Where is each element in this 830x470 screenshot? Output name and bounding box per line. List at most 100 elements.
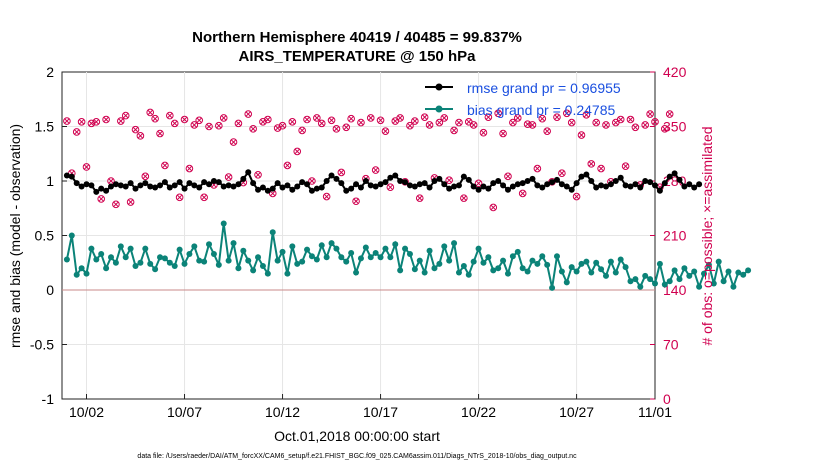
- rmse-point: [255, 186, 262, 193]
- rmse-point: [68, 173, 75, 180]
- assimilated-count-marker: [137, 133, 144, 139]
- bias-point: [637, 283, 644, 290]
- bias-point: [470, 258, 477, 265]
- assimilated-count-marker: [323, 193, 330, 200]
- assimilated-count-marker: [642, 122, 648, 128]
- x-tick-label: 11/01: [638, 404, 672, 420]
- assimilated-count-marker: [122, 112, 129, 119]
- bias-point: [441, 243, 448, 250]
- y-right-tick-label: 210: [663, 228, 687, 244]
- bias-point: [372, 249, 379, 256]
- rmse-point: [573, 180, 580, 187]
- assimilated-count-marker: [245, 111, 251, 117]
- possible-count-marker: [592, 118, 600, 127]
- x-tick-label: 10/12: [265, 404, 300, 420]
- assimilated-count-marker: [524, 121, 531, 127]
- rmse-point: [431, 178, 438, 184]
- rmse-point: [93, 188, 100, 195]
- bias-point: [691, 268, 698, 275]
- rmse-point: [235, 181, 242, 188]
- y-right-tick-label: 350: [663, 119, 687, 135]
- rmse-point: [328, 172, 335, 179]
- bias-point: [240, 247, 247, 254]
- rmse-point: [73, 180, 80, 187]
- rmse-point: [382, 179, 389, 186]
- rmse-point: [485, 185, 492, 192]
- assimilated-count-marker: [451, 127, 457, 134]
- rmse-point: [691, 184, 698, 191]
- y-tick-label: -0.5: [30, 337, 54, 353]
- assimilated-count-marker: [220, 115, 227, 121]
- bias-point: [103, 265, 110, 272]
- x-axis-label: Oct.01,2018 00:00:00 start: [274, 428, 440, 444]
- assimilated-count-marker: [539, 115, 546, 122]
- assimilated-count-marker: [64, 118, 70, 124]
- assimilated-count-marker: [93, 119, 100, 125]
- rmse-point: [132, 185, 139, 192]
- footer-data-file: data file: /Users/raeder/DAI/ATM_forcXX/…: [137, 453, 577, 460]
- assimilated-count-marker: [510, 119, 516, 126]
- rmse-point: [671, 170, 678, 177]
- bias-point: [740, 271, 747, 278]
- bias-point: [181, 260, 188, 267]
- possible-count-marker: [386, 183, 395, 192]
- rmse-point: [279, 184, 286, 191]
- assimilated-count-marker: [666, 111, 673, 117]
- rmse-point: [465, 176, 472, 183]
- rmse-point: [264, 187, 271, 194]
- rmse-point: [696, 181, 703, 188]
- assimilated-count-marker: [73, 129, 80, 135]
- rmse-point: [416, 181, 423, 188]
- bias-point: [323, 254, 330, 261]
- assimilated-count-marker: [588, 161, 595, 167]
- bias-point: [676, 276, 683, 283]
- rmse-point: [284, 182, 291, 189]
- bias-point: [122, 254, 129, 261]
- bias-point: [681, 265, 688, 272]
- assimilated-count-marker: [289, 119, 296, 125]
- bias-point: [68, 232, 75, 239]
- assimilated-count-marker: [627, 116, 634, 123]
- rmse-point: [666, 173, 673, 180]
- assimilated-count-marker: [515, 115, 521, 121]
- possible-count-marker: [170, 119, 179, 128]
- rmse-point: [367, 182, 374, 189]
- bias-point: [455, 269, 462, 276]
- bias-point: [357, 255, 364, 262]
- assimilated-count-marker: [142, 173, 149, 180]
- bias-point: [652, 280, 658, 287]
- bias-point: [83, 270, 90, 277]
- legend-rmse-marker: [435, 83, 443, 91]
- rmse-point: [455, 182, 462, 189]
- possible-count-marker: [425, 121, 434, 129]
- bias-point: [93, 256, 100, 263]
- rmse-point: [568, 186, 575, 193]
- possible-count-marker: [126, 198, 135, 206]
- bias-point: [661, 281, 668, 288]
- possible-count-marker: [156, 129, 164, 138]
- rmse-point: [230, 183, 237, 190]
- bias-point: [230, 240, 237, 247]
- y-right-tick-label: 0: [663, 391, 671, 407]
- assimilated-count-marker: [407, 122, 413, 129]
- assimilated-count-marker: [78, 119, 85, 125]
- rmse-point: [627, 183, 634, 190]
- bias-point: [73, 271, 80, 278]
- assimilated-count-marker: [318, 120, 325, 127]
- bias-point: [402, 245, 409, 252]
- possible-count-marker: [151, 114, 159, 123]
- bias-point: [299, 258, 306, 265]
- left-axis: -1 -0.5 0 0.5 1 1.5 2: [30, 64, 67, 407]
- rmse-point: [686, 181, 693, 188]
- bias-point: [500, 257, 507, 264]
- bias-point: [166, 259, 173, 266]
- assimilated-count-marker: [421, 114, 428, 120]
- assimilated-count-marker: [118, 118, 124, 124]
- rmse-point: [269, 185, 276, 192]
- bias-point: [264, 270, 271, 277]
- bias-point: [186, 251, 193, 258]
- assimilated-count-marker: [147, 109, 153, 116]
- possible-count-marker: [474, 179, 483, 188]
- assimilated-count-marker: [314, 115, 320, 121]
